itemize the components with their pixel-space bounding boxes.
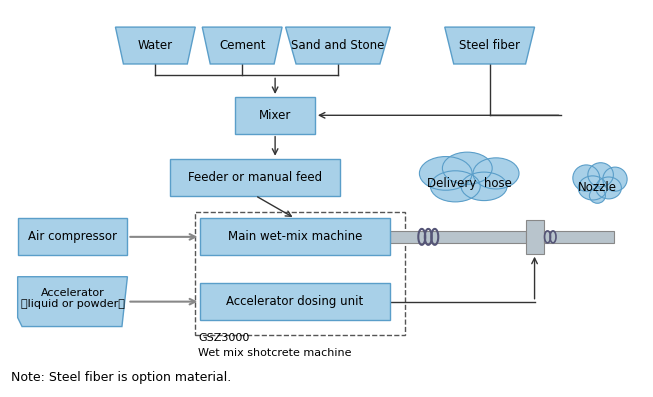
- FancyBboxPatch shape: [200, 283, 390, 320]
- Text: Steel fiber: Steel fiber: [459, 39, 520, 52]
- Text: Sand and Stone: Sand and Stone: [291, 39, 385, 52]
- Text: Air compressor: Air compressor: [28, 230, 117, 243]
- FancyBboxPatch shape: [390, 231, 526, 243]
- Text: GSZ3000: GSZ3000: [199, 333, 249, 343]
- Text: Note: Steel fiber is option material.: Note: Steel fiber is option material.: [10, 371, 231, 384]
- Ellipse shape: [596, 177, 622, 199]
- Text: Main wet-mix machine: Main wet-mix machine: [228, 230, 362, 243]
- FancyBboxPatch shape: [526, 220, 543, 254]
- Ellipse shape: [588, 163, 613, 187]
- Polygon shape: [18, 277, 127, 327]
- Ellipse shape: [579, 176, 607, 200]
- Ellipse shape: [473, 158, 519, 189]
- FancyBboxPatch shape: [235, 97, 315, 134]
- Ellipse shape: [430, 171, 480, 202]
- Text: Accelerator dosing unit: Accelerator dosing unit: [227, 295, 364, 308]
- FancyBboxPatch shape: [18, 218, 127, 255]
- FancyBboxPatch shape: [170, 159, 340, 195]
- Text: Delivery  hose: Delivery hose: [427, 177, 512, 190]
- Polygon shape: [445, 27, 535, 64]
- Text: Mixer: Mixer: [259, 109, 291, 122]
- Text: Wet mix shotcrete machine: Wet mix shotcrete machine: [199, 349, 352, 358]
- FancyBboxPatch shape: [200, 218, 390, 255]
- Text: Cement: Cement: [219, 39, 265, 52]
- Ellipse shape: [590, 188, 605, 203]
- Polygon shape: [285, 27, 390, 64]
- Polygon shape: [116, 27, 195, 64]
- Ellipse shape: [442, 152, 492, 184]
- Ellipse shape: [603, 167, 627, 191]
- Text: Feeder or manual feed: Feeder or manual feed: [188, 171, 322, 183]
- Ellipse shape: [419, 156, 472, 190]
- FancyBboxPatch shape: [543, 231, 614, 243]
- Text: Accelerator
（liquid or powder）: Accelerator （liquid or powder）: [21, 288, 125, 309]
- Text: Nozzle: Nozzle: [578, 181, 617, 195]
- Polygon shape: [202, 27, 282, 64]
- Text: Water: Water: [138, 39, 173, 52]
- Ellipse shape: [461, 172, 507, 200]
- Ellipse shape: [573, 165, 599, 191]
